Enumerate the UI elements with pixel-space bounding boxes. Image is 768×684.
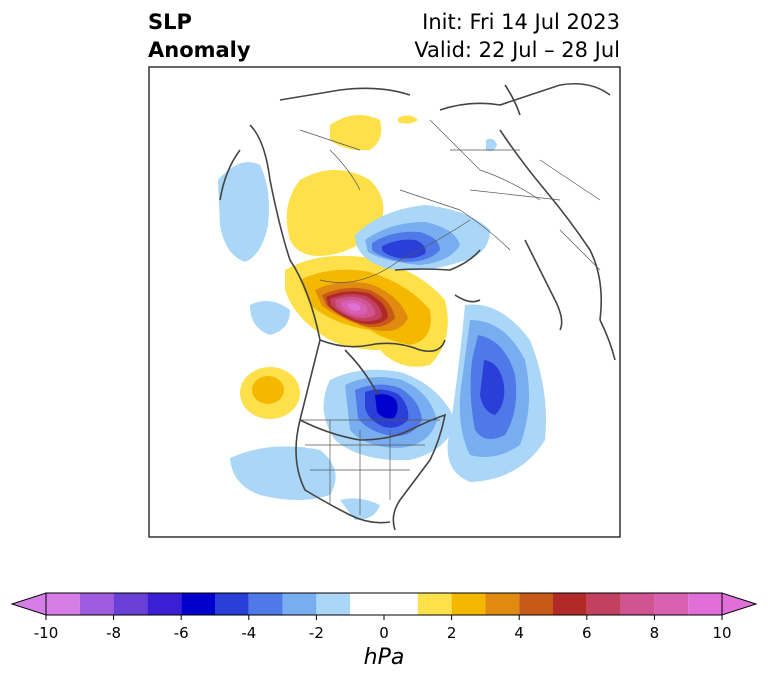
colorbar-max-arrow <box>721 592 758 616</box>
init-date: Init: Fri 14 Jul 2023 <box>422 10 620 34</box>
colorbar-tick-label: 4 <box>514 624 524 642</box>
colorbar-tick-label: 0 <box>379 624 389 642</box>
colorbar-swatch <box>654 593 689 615</box>
colorbar-swatch <box>350 593 418 615</box>
colorbar-swatch <box>553 593 587 615</box>
valid-range: Valid: 22 Jul – 28 Jul <box>414 38 620 62</box>
colorbar-swatch <box>586 593 621 615</box>
colorbar-swatch <box>248 593 283 615</box>
colorbar-min-arrow <box>10 592 47 616</box>
map-field <box>149 67 620 537</box>
colorbar-swatch <box>519 593 553 615</box>
colorbar-swatch <box>485 593 520 615</box>
colorbar-tick-label: -6 <box>173 624 189 642</box>
colorbar-tick-label: 10 <box>712 624 732 642</box>
colorbar-boxes <box>46 593 722 615</box>
colorbar-tick-label: 8 <box>649 624 660 642</box>
colorbar-swatch <box>316 593 351 615</box>
colorbar-swatch <box>215 593 249 615</box>
negative-anomaly-atlantic <box>230 301 546 520</box>
positive-anomaly-pacific <box>240 367 300 419</box>
coastlines <box>219 82 616 531</box>
map-title: SLP Anomaly <box>148 8 251 64</box>
colorbar-swatch <box>181 593 215 615</box>
colorbar-swatch <box>147 593 182 615</box>
colorbar-tick-label: -2 <box>308 624 324 642</box>
colorbar-unit-label: hPa <box>363 645 405 670</box>
title-line-1: SLP <box>148 10 192 34</box>
colorbar-swatch <box>46 593 80 615</box>
colorbar-swatch <box>79 593 114 615</box>
colorbar-tick-label: 2 <box>446 624 457 642</box>
forecast-dates: Init: Fri 14 Jul 2023 Valid: 22 Jul – 28… <box>414 8 620 64</box>
map-frame <box>148 66 621 538</box>
colorbar-swatch <box>417 593 452 615</box>
colorbar-swatch <box>688 593 722 615</box>
colorbar-swatch <box>282 593 317 615</box>
title-line-2: Anomaly <box>148 38 251 62</box>
colorbar-ticks <box>45 615 723 620</box>
borders <box>299 119 601 515</box>
negative-anomaly-arctic <box>218 138 497 271</box>
colorbar-swatch <box>113 593 148 615</box>
colorbar-tick-label: 6 <box>582 624 592 642</box>
colorbar-tick-label: -8 <box>106 624 122 642</box>
colorbar-tick-label: -4 <box>241 624 257 642</box>
colorbar-tick-label: -10 <box>33 624 59 642</box>
colorbar-swatch <box>451 593 486 615</box>
colorbar-swatch <box>620 593 655 615</box>
